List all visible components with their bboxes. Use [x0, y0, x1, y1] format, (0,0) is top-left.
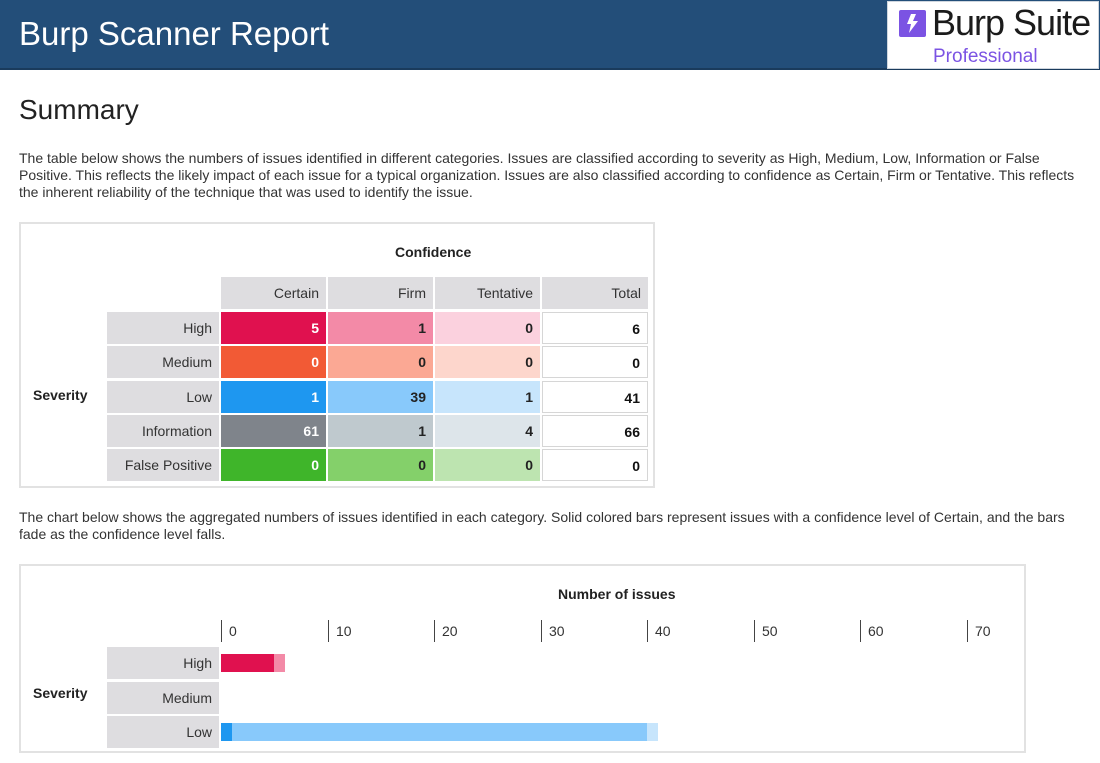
report-title: Burp Scanner Report: [19, 15, 330, 52]
issues-table-panel: Confidence Severity Certain Firm Tentative…: [19, 222, 655, 488]
cell-low-total: 41: [542, 381, 648, 413]
column-header-total: Total: [542, 277, 648, 309]
cell-false-positive-tentative: 0: [435, 449, 540, 481]
x-tick-label: 60: [860, 620, 884, 642]
bar-low-segment-2: [647, 723, 658, 741]
logo-edition: Professional: [933, 46, 1038, 67]
cell-low-certain: 1: [221, 381, 326, 413]
burp-suite-logo: Burp Suite Professional: [887, 1, 1099, 69]
bar-high-segment-1: [274, 654, 285, 672]
cell-high-tentative: 0: [435, 312, 540, 344]
row-header-false-positive: False Positive: [107, 449, 219, 481]
x-tick-label: 30: [541, 620, 565, 642]
cell-high-firm: 1: [328, 312, 433, 344]
bar-low-segment-1: [231, 723, 647, 741]
logo-name: Burp Suite: [932, 2, 1091, 43]
cell-false-positive-total: 0: [542, 449, 648, 481]
cell-medium-certain: 0: [221, 346, 326, 378]
chart-category-high: High: [107, 647, 219, 679]
cell-information-tentative: 4: [435, 415, 540, 447]
chart-title: Number of issues: [558, 586, 676, 602]
cell-high-total: 6: [542, 312, 648, 344]
cell-false-positive-firm: 0: [328, 449, 433, 481]
column-header-certain: Certain: [221, 277, 326, 309]
bar-high-segment-0: [221, 654, 275, 672]
chart-category-medium: Medium: [107, 682, 219, 714]
cell-medium-total: 0: [542, 346, 648, 378]
x-tick-label: 20: [434, 620, 458, 642]
confidence-heading: Confidence: [395, 244, 472, 260]
x-tick-label: 50: [754, 620, 778, 642]
severity-heading: Severity: [33, 387, 88, 403]
column-header-tentative: Tentative: [435, 277, 540, 309]
cell-false-positive-certain: 0: [221, 449, 326, 481]
row-header-low: Low: [107, 381, 219, 413]
row-header-information: Information: [107, 415, 219, 447]
x-tick-label: 10: [328, 620, 352, 642]
report-header: Burp Scanner Report Burp Suite Professio…: [0, 0, 1100, 70]
bar-low-segment-0: [221, 723, 232, 741]
cell-information-certain: 61: [221, 415, 326, 447]
cell-medium-tentative: 0: [435, 346, 540, 378]
row-header-high: High: [107, 312, 219, 344]
cell-high-certain: 5: [221, 312, 326, 344]
chart-severity-label: Severity: [33, 685, 88, 701]
column-header-firm: Firm: [328, 277, 433, 309]
summary-heading: Summary: [19, 94, 139, 125]
chart-intro-text: The chart below shows the aggregated num…: [19, 509, 1065, 542]
chart-category-low: Low: [107, 716, 219, 748]
summary-intro-text: The table below shows the numbers of iss…: [19, 150, 1075, 200]
cell-low-firm: 39: [328, 381, 433, 413]
lightning-bolt-icon: [899, 10, 926, 37]
cell-medium-firm: 0: [328, 346, 433, 378]
x-tick-label: 70: [967, 620, 991, 642]
x-tick-label: 40: [647, 620, 671, 642]
cell-information-firm: 1: [328, 415, 433, 447]
x-tick-label: 0: [221, 620, 237, 642]
cell-low-tentative: 1: [435, 381, 540, 413]
issues-chart-panel: Number of issues Severity 0 10 20 30 40 50 60 7…: [19, 564, 1026, 753]
row-header-medium: Medium: [107, 346, 219, 378]
cell-information-total: 66: [542, 415, 648, 447]
